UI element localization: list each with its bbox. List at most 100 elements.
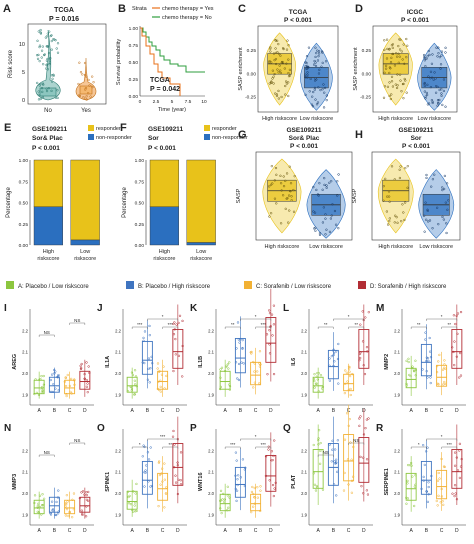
- data-point: [414, 474, 417, 477]
- data-point: [226, 509, 229, 512]
- data-point: [49, 34, 52, 38]
- significance-label: **: [417, 322, 421, 327]
- box: [451, 329, 463, 369]
- data-point: [444, 46, 447, 49]
- data-point: [425, 370, 428, 373]
- data-point: [382, 185, 385, 188]
- legend-label: B: Placebo / High riskscore: [138, 284, 211, 290]
- data-point: [458, 376, 461, 379]
- data-point: [271, 483, 275, 487]
- data-point: [147, 480, 150, 483]
- data-point: [313, 483, 317, 486]
- data-point: [172, 429, 175, 433]
- data-point: [36, 505, 39, 508]
- data-point: [50, 500, 54, 503]
- data-point: [314, 226, 317, 229]
- data-point: [456, 469, 460, 472]
- data-point: [350, 479, 354, 482]
- data-point: [81, 512, 84, 515]
- significance-label: ***: [230, 442, 236, 447]
- box: [79, 496, 91, 513]
- data-point: [39, 32, 43, 35]
- significance-bracket: [333, 318, 365, 321]
- data-point: [157, 380, 160, 384]
- data-point: [79, 71, 83, 74]
- data-point: [132, 490, 135, 493]
- x-tick-label: riskscore: [153, 256, 175, 262]
- data-point: [313, 211, 317, 214]
- data-point: [350, 491, 354, 494]
- data-point: [179, 479, 182, 482]
- data-point: [234, 451, 238, 454]
- data-point: [252, 492, 255, 496]
- data-point: [422, 475, 425, 479]
- data-point: [349, 441, 352, 444]
- data-point: [173, 443, 176, 446]
- y-axis-label: SASP enrichment: [353, 47, 359, 91]
- y-tick-label: 2.0: [115, 371, 121, 376]
- data-point: [365, 418, 369, 421]
- data-point: [143, 471, 146, 474]
- violin: [35, 29, 61, 101]
- data-point: [70, 392, 73, 395]
- data-point: [236, 483, 239, 487]
- data-point: [275, 94, 279, 97]
- data-point: [56, 42, 60, 45]
- data-point: [408, 373, 411, 377]
- data-point: [459, 465, 463, 468]
- data-point: [399, 38, 402, 41]
- data-point: [54, 387, 57, 390]
- data-point: [424, 338, 427, 341]
- legend-label: chemo therapy = No: [162, 15, 212, 21]
- significance-bracket: [317, 326, 334, 329]
- data-point: [382, 96, 386, 99]
- bar-segment-responder: [186, 159, 216, 243]
- x-tick-label: C: [347, 528, 351, 534]
- data-point: [382, 199, 385, 202]
- data-point: [234, 361, 238, 364]
- y-tick-label: 2.0: [22, 371, 28, 376]
- y-axis-label: IL1B: [198, 356, 204, 368]
- data-point: [402, 211, 405, 214]
- data-point: [144, 471, 147, 474]
- data-point: [426, 208, 429, 211]
- data-point: [444, 201, 447, 204]
- data-point: [364, 426, 367, 430]
- data-point: [361, 340, 365, 343]
- data-point: [328, 357, 331, 360]
- data-point: [458, 476, 462, 480]
- data-point: [440, 487, 443, 491]
- data-point: [34, 378, 37, 381]
- data-point: [313, 88, 316, 91]
- x-tick-label: C: [254, 408, 258, 414]
- data-point: [40, 49, 44, 52]
- data-point: [314, 61, 317, 64]
- data-point: [396, 84, 399, 87]
- y-tick-label: 0.75: [135, 179, 145, 185]
- data-point: [279, 69, 282, 72]
- data-point: [330, 214, 333, 217]
- data-point: [398, 168, 401, 171]
- data-point: [394, 52, 398, 55]
- significance-bracket: [240, 318, 272, 321]
- data-point: [328, 379, 332, 382]
- data-point: [156, 362, 160, 365]
- x-tick-label: A: [130, 408, 134, 414]
- data-point: [259, 489, 262, 492]
- data-point: [460, 457, 463, 461]
- data-point: [364, 316, 367, 319]
- data-point: [57, 373, 60, 377]
- data-point: [172, 466, 176, 469]
- data-point: [406, 165, 409, 168]
- significance-bracket: [348, 326, 365, 329]
- data-point: [334, 223, 338, 226]
- data-point: [226, 363, 230, 366]
- data-point: [280, 189, 283, 192]
- data-point: [458, 442, 462, 445]
- data-point: [177, 321, 180, 325]
- data-point: [402, 43, 405, 46]
- data-point: [269, 50, 272, 53]
